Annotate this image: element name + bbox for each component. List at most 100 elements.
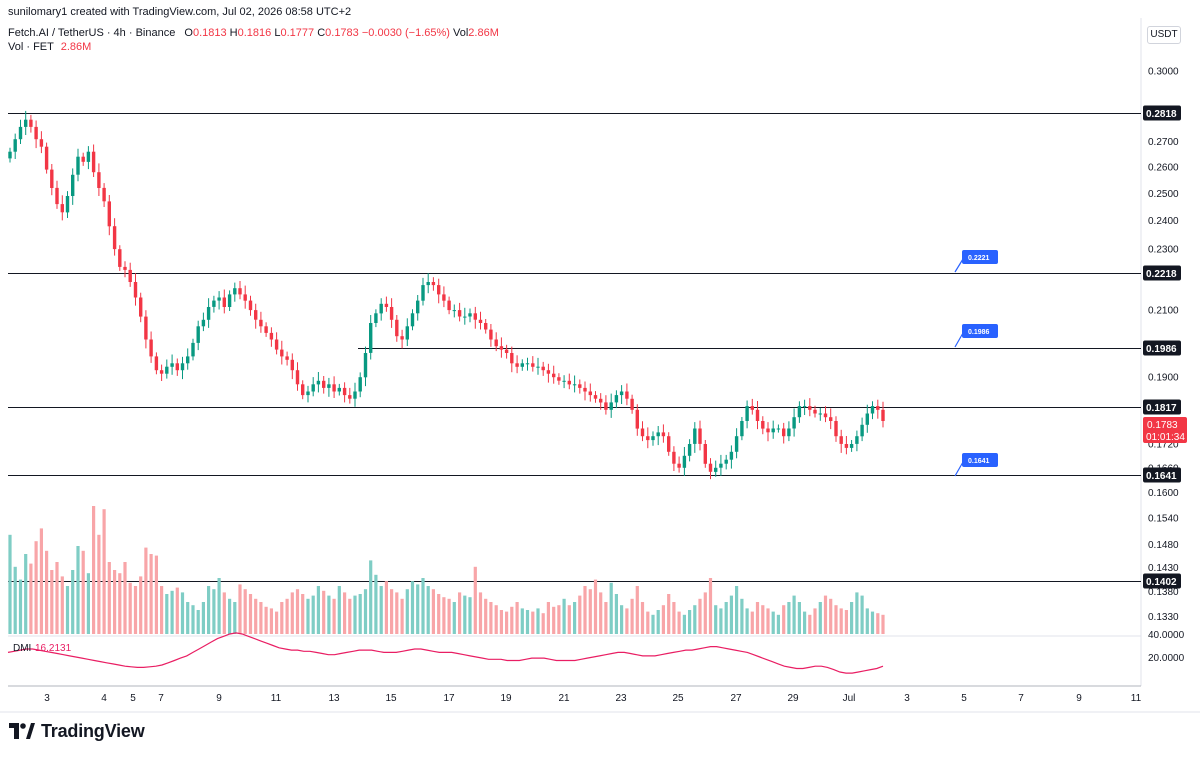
volume-bar [217, 578, 221, 634]
candle-body [233, 288, 237, 295]
candle-body [729, 451, 734, 460]
x-tick-label: 11 [1131, 693, 1142, 704]
candle-body [8, 151, 12, 159]
volume-bar [724, 602, 728, 634]
candle-body [463, 316, 467, 318]
candle-body [703, 444, 707, 464]
candle-body [640, 428, 645, 437]
volume-bar [45, 550, 49, 634]
candle-body [280, 349, 284, 357]
candle-body [844, 444, 849, 448]
candle-body [295, 370, 300, 385]
symbol-title[interactable]: Fetch.AI / TetherUS · 4h · Binance [8, 27, 176, 39]
x-tick-label: 9 [1076, 693, 1082, 704]
volume-bar [860, 595, 864, 634]
candle-body [39, 139, 44, 147]
volume-bar [463, 595, 467, 634]
candle-body [583, 387, 587, 392]
candle-body [285, 356, 289, 360]
volume-bar [552, 606, 556, 634]
x-tick-label: 19 [500, 693, 512, 704]
candle-body [578, 384, 582, 388]
x-tick-label: 4 [101, 693, 107, 704]
level-price-label: 0.2818 [1146, 109, 1177, 120]
volume-bar [228, 598, 232, 634]
volume-legend-label[interactable]: Vol · FET [8, 41, 54, 53]
volume-bar [369, 560, 373, 634]
vol-label: Vol [453, 27, 469, 39]
volume-bar [541, 613, 545, 634]
volume-bar [656, 610, 660, 634]
volume-bar [651, 614, 655, 634]
volume-bar [614, 594, 618, 634]
volume-bar [452, 602, 456, 634]
x-tick-label: 3 [904, 693, 910, 704]
volume-bar [562, 598, 566, 634]
candle-body [797, 406, 802, 418]
volume-bar [290, 592, 294, 634]
volume-bar [640, 602, 645, 634]
x-tick-label: 27 [730, 693, 742, 704]
volume-bar [24, 554, 28, 634]
volume-bar [761, 605, 765, 634]
candle-body [619, 391, 624, 396]
x-tick-label: 15 [385, 693, 397, 704]
candle-body [442, 294, 446, 301]
candle-body [849, 444, 854, 448]
volume-bar [703, 592, 707, 634]
volume-bar [165, 594, 169, 634]
candle-body [212, 300, 216, 307]
candle-body [254, 310, 258, 320]
volume-bar [755, 602, 760, 634]
candle-body [71, 174, 75, 196]
volume-bar [818, 602, 822, 634]
candle-body [55, 187, 59, 205]
candle-body [782, 428, 786, 437]
candle-body [599, 398, 603, 403]
candle-body [604, 402, 608, 410]
volume-bar [207, 586, 211, 634]
close-value: 0.1783 [325, 27, 359, 39]
volume-bar [719, 608, 723, 634]
y-tick-label: 0.1430 [1148, 563, 1179, 574]
candle-body [808, 406, 812, 410]
candle-body [332, 384, 336, 392]
currency-unit-button[interactable]: USDT [1147, 26, 1181, 44]
candle-body [201, 319, 206, 327]
volume-bar [609, 582, 613, 634]
volume-bar [850, 602, 854, 634]
candle-body [306, 391, 310, 396]
volume-bar [123, 562, 127, 634]
price-marker-label: 0.1641 [968, 458, 990, 465]
candle-body [405, 326, 409, 340]
volume-bar [588, 589, 592, 634]
candle-body [750, 406, 754, 410]
candle-body [274, 339, 279, 350]
volume-bar [510, 606, 514, 634]
candle-body [515, 363, 519, 367]
volume-bar [677, 611, 681, 634]
level-price-label: 0.1817 [1146, 403, 1177, 414]
bar-countdown-label: 01:01:34 [1146, 432, 1185, 443]
volume-bar [264, 606, 268, 634]
x-tick-label: Jul [843, 693, 856, 704]
candle-body [520, 363, 524, 367]
tradingview-logo[interactable]: TradingView [9, 719, 145, 743]
candle-body [719, 463, 723, 468]
volume-bar [275, 611, 279, 634]
volume-bar [280, 602, 284, 634]
candle-body [369, 323, 373, 353]
candle-body [593, 395, 598, 399]
candle-body [876, 406, 880, 410]
y-tick-label: 0.2100 [1148, 306, 1179, 317]
candle-body [567, 380, 571, 385]
candle-body [86, 151, 91, 162]
volume-bar [473, 566, 477, 634]
volume-bar [782, 605, 786, 634]
y-tick-label: 0.1330 [1148, 612, 1179, 623]
candle-body [353, 391, 357, 399]
level-price-tag [1143, 573, 1181, 589]
candle-body [860, 424, 864, 437]
volume-bar [437, 594, 441, 634]
